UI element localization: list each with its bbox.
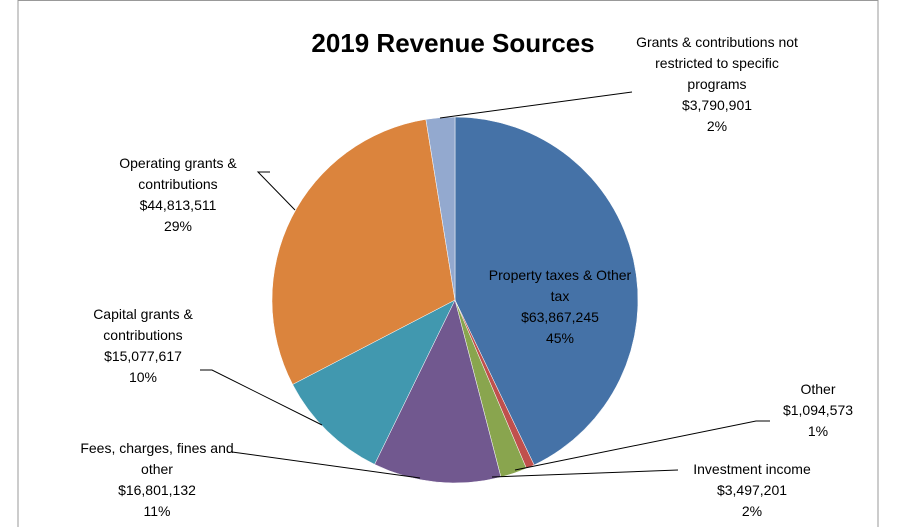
label-category: Capital grants & contributions xyxy=(93,306,193,343)
chart-title: 2019 Revenue Sources xyxy=(311,28,595,58)
leader-line xyxy=(200,369,323,426)
leader-lines xyxy=(200,91,770,479)
label-category: Operating grants & contributions xyxy=(119,155,237,192)
label-category: Investment income xyxy=(693,461,811,477)
label-value: $15,077,617 xyxy=(104,348,182,364)
label-value: $3,497,201 xyxy=(716,482,788,498)
label-percent: 1% xyxy=(807,423,829,439)
label-category: Other xyxy=(800,381,836,397)
slice-label: Investment income $3,497,201 2% xyxy=(667,459,837,522)
label-value: $16,801,132 xyxy=(118,482,196,498)
label-percent: 10% xyxy=(128,369,158,385)
pie xyxy=(271,116,639,484)
label-percent: 2% xyxy=(741,503,763,519)
pie-slice xyxy=(271,119,456,385)
label-value: $63,867,245 xyxy=(521,309,599,325)
leader-line xyxy=(256,171,296,211)
label-value: $44,813,511 xyxy=(139,197,217,213)
slice-label: Other $1,094,573 1% xyxy=(758,379,878,442)
slice-label: Capital grants & contributions $15,077,61… xyxy=(68,304,218,388)
label-percent: 2% xyxy=(706,118,728,134)
leader-line xyxy=(491,469,679,478)
pie-slice xyxy=(374,299,502,484)
label-category: Grants & contributions not restricted to… xyxy=(636,34,798,92)
pie-slice xyxy=(292,299,456,465)
label-value: $3,790,901 xyxy=(681,97,753,113)
label-value: $1,094,573 xyxy=(782,402,854,418)
slice-label: Grants & contributions not restricted to… xyxy=(627,32,807,137)
label-category: Fees, charges, fines and other xyxy=(80,440,234,477)
slice-label: Property taxes & Other tax $63,867,245 45% xyxy=(485,265,635,349)
leader-line xyxy=(439,91,633,119)
label-percent: 29% xyxy=(163,218,193,234)
pie-slice xyxy=(454,116,639,466)
label-category: Property taxes & Other tax xyxy=(488,267,632,304)
label-percent: 45% xyxy=(545,330,575,346)
slice-label: Operating grants & contributions $44,813,… xyxy=(93,153,263,237)
leader-line xyxy=(231,451,421,479)
label-percent: 11% xyxy=(143,503,171,519)
leader-line xyxy=(514,420,770,471)
slice-label: Fees, charges, fines and other $16,801,13… xyxy=(72,438,242,522)
